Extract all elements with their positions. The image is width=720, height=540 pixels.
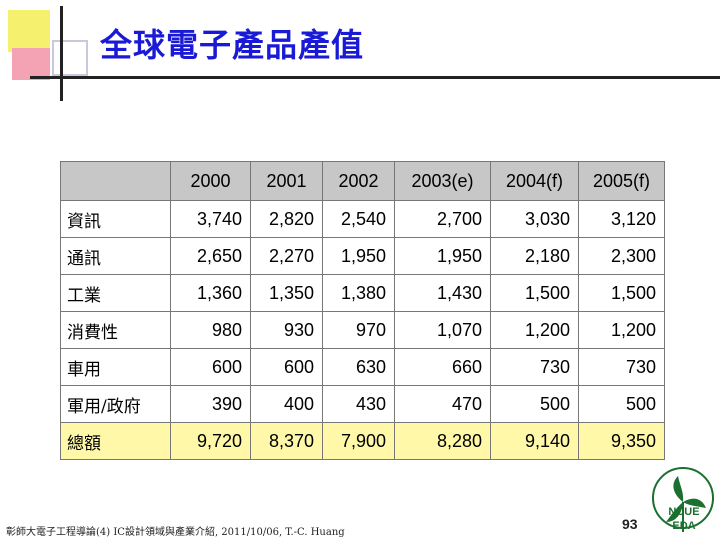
row-label: 通訊 [60, 237, 171, 275]
row-label: 工業 [60, 274, 171, 312]
row-label: 軍用/政府 [60, 385, 171, 423]
table-cell: 3,740 [170, 200, 251, 238]
column-header: 2005(f) [578, 161, 665, 201]
table-cell: 1,380 [322, 274, 395, 312]
row-label: 總額 [60, 422, 171, 460]
decor-square-pink [12, 48, 50, 80]
decor-square-yellow [8, 10, 50, 52]
table-cell: 3,030 [490, 200, 579, 238]
table-cell: 500 [490, 385, 579, 423]
column-header: 2004(f) [490, 161, 579, 201]
table-total-row: 總額 9,720 8,370 7,900 8,280 9,140 9,350 [60, 422, 665, 460]
logo-text-line2: EDA [672, 520, 696, 532]
table-cell: 2,820 [250, 200, 323, 238]
table-cell: 1,950 [322, 237, 395, 275]
table-cell: 980 [170, 311, 251, 349]
column-header: 2000 [170, 161, 251, 201]
table-cell: 630 [322, 348, 395, 386]
table-cell: 2,540 [322, 200, 395, 238]
column-header: 2003(e) [394, 161, 491, 201]
table-cell: 8,370 [250, 422, 323, 460]
footer-text: 彰師大電子工程導論(4) IC設計領域與產業介紹, 2011/10/06, T.… [6, 527, 345, 538]
table-cell: 1,200 [490, 311, 579, 349]
table-row: 工業 1,360 1,350 1,380 1,430 1,500 1,500 [60, 274, 665, 312]
table-cell: 430 [322, 385, 395, 423]
table-cell: 400 [250, 385, 323, 423]
table-cell: 470 [394, 385, 491, 423]
table-cell: 1,360 [170, 274, 251, 312]
table-cell: 3,120 [578, 200, 665, 238]
table-cell: 730 [490, 348, 579, 386]
table-row: 通訊 2,650 2,270 1,950 1,950 2,180 2,300 [60, 237, 665, 275]
ncue-eda-logo-icon [652, 467, 714, 532]
decor-square-outline [52, 40, 88, 76]
row-label: 車用 [60, 348, 171, 386]
table-cell: 1,200 [578, 311, 665, 349]
table-cell: 930 [250, 311, 323, 349]
table-row: 資訊 3,740 2,820 2,540 2,700 3,030 3,120 [60, 200, 665, 238]
table-cell: 730 [578, 348, 665, 386]
row-label: 資訊 [60, 200, 171, 238]
table-header-row: 2000 2001 2002 2003(e) 2004(f) 2005(f) [60, 161, 665, 201]
table-cell: 9,140 [490, 422, 579, 460]
table-cell: 970 [322, 311, 395, 349]
table-cell: 500 [578, 385, 665, 423]
table-cell: 600 [250, 348, 323, 386]
table-cell: 2,300 [578, 237, 665, 275]
logo-text-line1: NCUE [668, 506, 700, 518]
table-cell: 8,280 [394, 422, 491, 460]
table-cell: 1,350 [250, 274, 323, 312]
table-cell: 1,070 [394, 311, 491, 349]
table-row: 車用 600 600 630 660 730 730 [60, 348, 665, 386]
table-header-corner [60, 161, 171, 201]
table-cell: 9,720 [170, 422, 251, 460]
table-row: 消費性 980 930 970 1,070 1,200 1,200 [60, 311, 665, 349]
page-title: 全球電子產品產值 [100, 26, 365, 64]
table-cell: 7,900 [322, 422, 395, 460]
table-cell: 600 [170, 348, 251, 386]
table-cell: 2,650 [170, 237, 251, 275]
column-header: 2002 [322, 161, 395, 201]
page-number: 93 [622, 516, 638, 532]
column-header: 2001 [250, 161, 323, 201]
table-cell: 2,700 [394, 200, 491, 238]
table-cell: 1,950 [394, 237, 491, 275]
table-cell: 1,500 [578, 274, 665, 312]
table-cell: 1,500 [490, 274, 579, 312]
table-cell: 2,180 [490, 237, 579, 275]
decor-line-vertical [60, 6, 63, 101]
table-cell: 390 [170, 385, 251, 423]
table-cell: 1,430 [394, 274, 491, 312]
table-cell: 2,270 [250, 237, 323, 275]
table-row: 軍用/政府 390 400 430 470 500 500 [60, 385, 665, 423]
decor-line-horizontal [30, 76, 720, 79]
row-label: 消費性 [60, 311, 171, 349]
table-cell: 660 [394, 348, 491, 386]
table-cell: 9,350 [578, 422, 665, 460]
production-value-table: 2000 2001 2002 2003(e) 2004(f) 2005(f) 資… [60, 161, 665, 460]
